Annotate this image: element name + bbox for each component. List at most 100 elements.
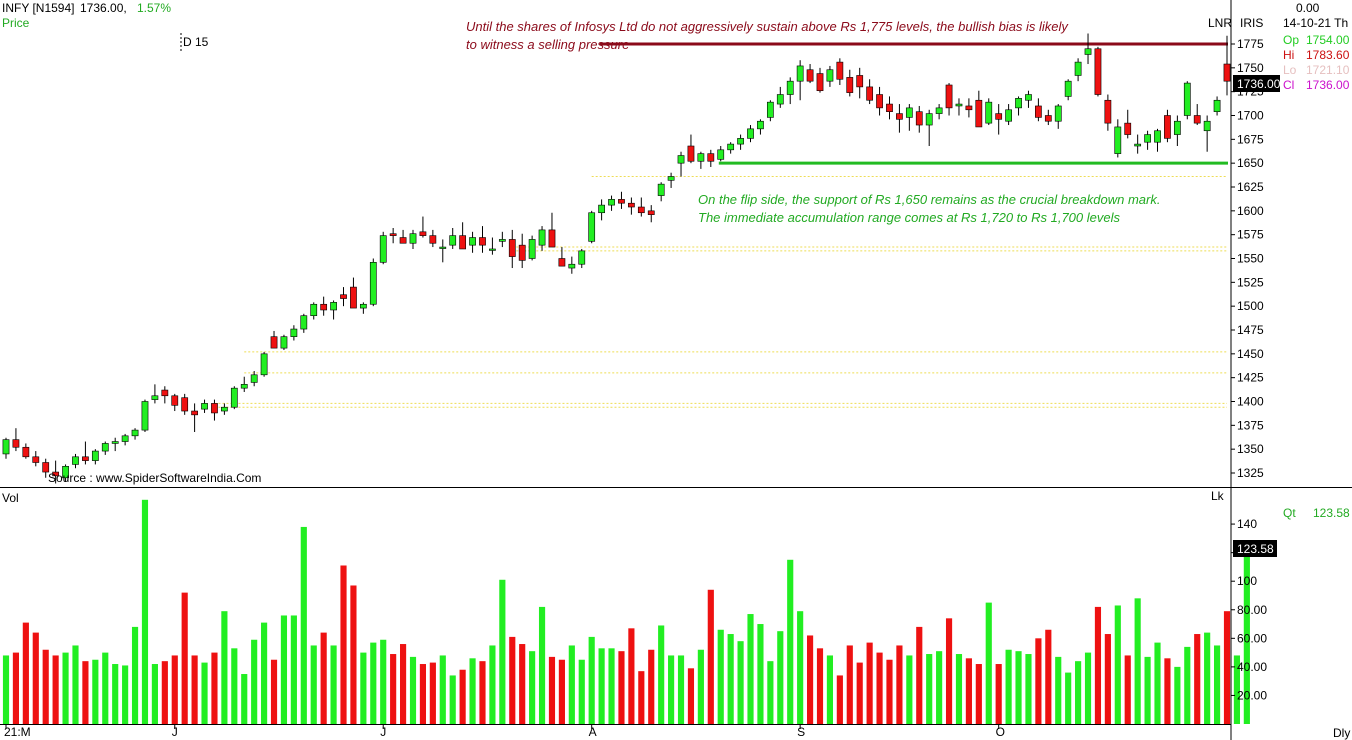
candle-body [945,84,953,109]
volume-bar [1233,655,1241,724]
volume-bar [290,615,297,724]
candle-body [776,94,784,105]
candle-body [528,239,536,259]
x-axis: 21:M J J A S O [4,724,1005,739]
x-tick-label: A [589,725,597,739]
candle-body [766,101,774,118]
top-value: 0.00 [1296,1,1320,15]
candle-body [429,235,437,244]
candle-body [637,206,645,214]
candle-body [191,410,198,416]
x-tick-label: J [380,725,386,739]
candle-body [439,246,447,249]
volume-bar [181,592,188,724]
candle-body [1005,109,1012,122]
volume-bar [955,654,963,724]
candle-body [578,250,586,265]
source-credit: Source : www.SpiderSoftwareIndia.Com [48,471,261,485]
candle-body [886,103,893,112]
candle-body [568,263,576,269]
candle-body [1044,115,1052,122]
volume-bar [1094,606,1102,724]
volume-unit: Lk [1211,489,1225,503]
candle-body [1134,143,1142,147]
candles [2,33,1231,484]
candle-body [201,403,208,410]
dotted-levels [214,176,1227,408]
candle-body [965,105,973,111]
candle-body [786,80,794,95]
volume-bar [826,655,834,724]
price-tick-label: 1575 [1237,228,1264,242]
volume-bar [538,606,546,724]
volume-tick-label: 20.00 [1237,688,1267,702]
volume-bar [241,674,248,724]
candle-body [588,212,596,242]
candle-body [608,199,615,206]
volume-bar [62,652,69,724]
volume-bar [12,652,20,724]
candle-body [935,107,943,114]
volume-bar [1055,656,1062,724]
candle-body [131,429,139,437]
volume-bar [668,655,675,724]
volume-bar [320,632,327,724]
price-tick-label: 1450 [1237,347,1264,361]
candle-body [221,406,228,412]
candle-body [449,235,457,246]
candle-body [310,303,318,317]
volume-bar [1213,645,1221,724]
volume-bar [618,651,625,724]
candle-body [985,101,993,124]
candle-body [995,113,1003,120]
candle-body [836,61,844,80]
volume-bar [211,652,218,724]
volume-bar [1114,605,1121,724]
candle-body [1025,94,1032,101]
volume-bar [1174,666,1181,724]
volume-bar [270,659,278,724]
volume-bar [449,675,456,724]
volume-bar [2,655,10,724]
volume-bars [2,499,1250,724]
price-tick-label: 1625 [1237,180,1264,194]
candle-body [717,149,725,160]
volume-bar [390,654,397,724]
volume-bar [548,656,556,724]
candle-body [876,94,883,109]
candle-body [1084,48,1092,55]
candle-body [647,210,655,215]
volume-bar [280,615,288,724]
volume-tick-label: 140 [1237,517,1257,531]
volume-bar [598,648,605,724]
candle-body [211,403,218,414]
price-axis: 1325 1350 1375 1400 1425 1450 1475 1500 1525 1550… [1231,37,1264,480]
frequency-label: Dly [1333,726,1350,740]
interval-marker: D 15 [183,35,209,49]
ohlc-key: Lo [1283,63,1297,77]
candle-body [379,235,387,263]
candle-body [846,77,854,93]
volume-bar [757,624,764,724]
volume-bar [806,635,814,724]
candle-body [52,471,60,477]
volume-qt-key: Qt [1283,506,1296,520]
price-tick-label: 1375 [1237,418,1264,432]
volume-bar [846,645,853,724]
volume-bar [906,655,913,724]
volume-bar [489,645,496,724]
candle-body [290,328,298,337]
volume-bar [509,636,516,724]
candle-body [350,286,357,309]
volume-bar [558,659,565,724]
candle-body [141,401,149,431]
price-tick-label: 1425 [1237,371,1264,385]
volume-tick-label: 100 [1237,574,1257,588]
last-price-tag: 1736.00 [1237,77,1281,91]
price-tick-label: 1525 [1237,275,1264,289]
candle-body [121,435,129,442]
candle-body [1154,130,1161,143]
volume-bar [201,662,208,724]
candle-body [1203,120,1211,132]
